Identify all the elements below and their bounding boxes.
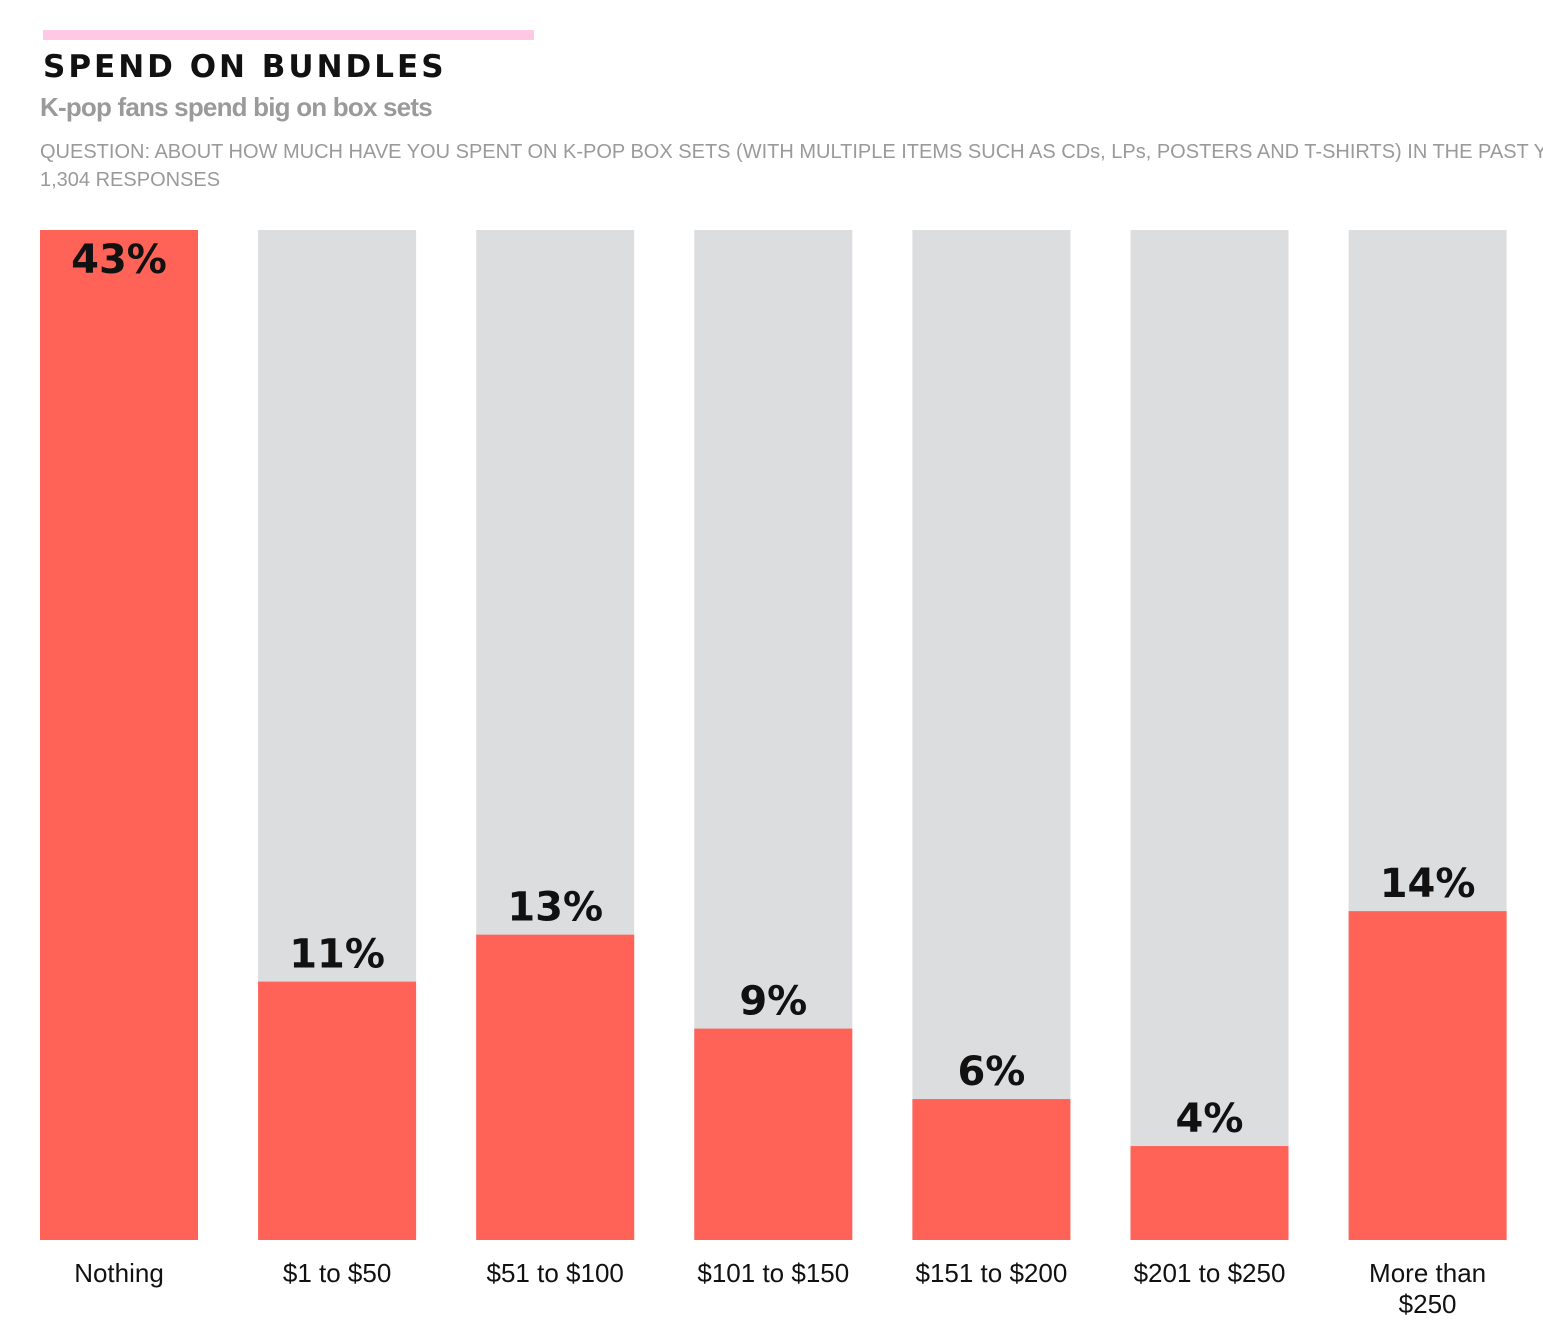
bar-value-label: 13% — [507, 885, 603, 931]
bar-value-label: 4% — [1176, 1096, 1244, 1142]
response-count: 1,304 RESPONSES — [40, 169, 221, 191]
bar-2 — [476, 934, 635, 1240]
category-label: $151 to $200 — [915, 1258, 1067, 1288]
category-label: $101 to $150 — [697, 1258, 849, 1288]
chart-subtitle: K-pop fans spend big on box sets — [40, 92, 433, 122]
bar-5 — [1130, 1146, 1289, 1240]
bar-value-label: 14% — [1380, 861, 1476, 907]
bar-track — [912, 230, 1071, 1240]
bar-1 — [258, 981, 417, 1240]
bar-6 — [1348, 911, 1507, 1240]
bar-3 — [694, 1028, 853, 1240]
category-label: $51 to $100 — [487, 1258, 624, 1288]
category-label: Nothing — [74, 1258, 164, 1288]
bar-0 — [40, 230, 198, 1240]
bar-value-label: 11% — [289, 932, 385, 978]
bar-track — [1130, 230, 1289, 1240]
chart-title: SPEND ON BUNDLES — [43, 49, 447, 85]
accent-rule — [43, 30, 534, 40]
category-label: More than $250 — [1369, 1258, 1486, 1319]
survey-question: QUESTION: ABOUT HOW MUCH HAVE YOU SPENT … — [40, 141, 1543, 163]
bar-4 — [912, 1099, 1071, 1240]
bar-value-label: 43% — [71, 237, 167, 283]
bar-value-label: 6% — [957, 1049, 1025, 1095]
category-label: $1 to $50 — [283, 1258, 391, 1288]
bar-value-label: 9% — [739, 979, 807, 1025]
category-label: $201 to $250 — [1134, 1258, 1286, 1288]
